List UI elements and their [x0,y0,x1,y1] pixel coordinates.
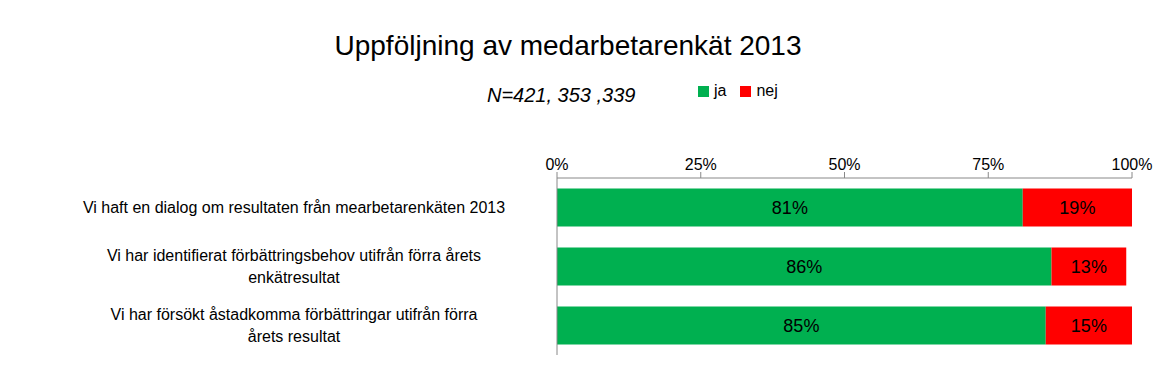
svg-text:15%: 15% [1071,316,1107,336]
svg-text:25%: 25% [685,156,717,173]
svg-text:75%: 75% [972,156,1004,173]
svg-text:86%: 86% [786,257,822,277]
svg-text:Vi har identifierat förbättrin: Vi har identifierat förbättringsbehov ut… [107,247,481,286]
html-text:nej: nej [756,82,778,99]
svg-text:13%: 13% [1071,257,1107,277]
html-text:ja: ja [714,82,727,99]
html-text:N=421, 353 ,339: N=421, 353 ,339 [487,84,636,106]
html-text:Uppföljning av medarbetarenkät: Uppföljning av medarbetarenkät 2013 [334,30,802,61]
svg-text:Vi har försökt åstadkomma förb: Vi har försökt åstadkomma förbättringar … [111,306,478,345]
svg-text:19%: 19% [1059,198,1095,218]
svg-text:85%: 85% [783,316,819,336]
svg-text:0%: 0% [545,156,568,173]
svg-text:50%: 50% [828,156,860,173]
svg-text:81%: 81% [772,198,808,218]
svg-text:100%: 100% [1112,156,1153,173]
svg-text:Vi haft en dialog om resultate: Vi haft en dialog om resultaten från mea… [83,199,505,216]
